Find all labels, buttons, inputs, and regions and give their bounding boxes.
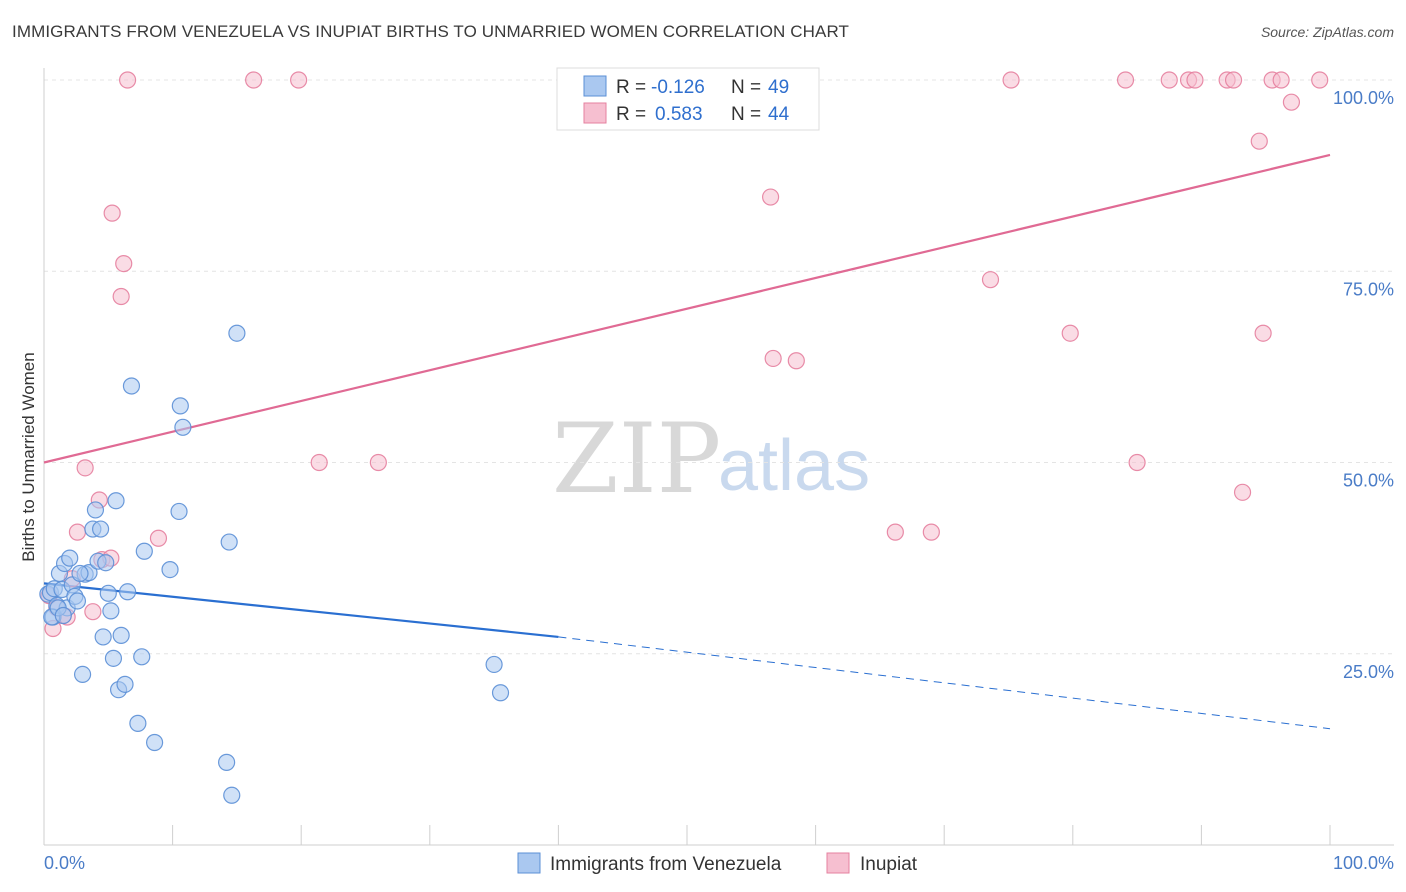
inupiat-point-7	[76, 459, 94, 477]
venezuela-point-47	[71, 564, 89, 583]
venezuela-point-31	[129, 714, 147, 732]
series-legend: Immigrants from Venezuela Inupiat	[517, 852, 918, 875]
venezuela-point-9	[61, 549, 79, 567]
inupiat-point-20	[369, 453, 387, 472]
watermark-zip: ZIP	[552, 403, 721, 515]
venezuela-point-23	[102, 602, 120, 620]
legend-r-label-1: R =	[616, 77, 646, 98]
inupiat-point-15	[118, 71, 137, 89]
venezuela-point-36	[170, 502, 188, 521]
y-tick-label-75: 75.0%	[1343, 279, 1394, 299]
series-legend-swatch-venezuela	[517, 852, 541, 874]
legend-n-value-2: 44	[768, 104, 790, 125]
x-axis-ticks	[43, 825, 1331, 845]
venezuela-point-41	[223, 786, 241, 804]
series-legend-label-inupiat: Inupiat	[860, 854, 918, 875]
venezuela-point-40	[220, 533, 238, 551]
venezuela-point-21	[97, 554, 115, 572]
y-tick-label-50: 50.0%	[1343, 471, 1394, 491]
venezuela-point-32	[133, 648, 151, 666]
venezuela-point-37	[171, 397, 189, 415]
inupiat-point-30	[1116, 71, 1135, 89]
venezuela-point-22	[99, 584, 117, 602]
y-tick-label-100: 100.0%	[1333, 88, 1394, 108]
chart-source: Source: ZipAtlas.com	[1260, 24, 1394, 40]
venezuela-point-20	[94, 628, 112, 646]
y-tick-label-25: 25.0%	[1343, 662, 1394, 682]
inupiat-point-31	[1128, 453, 1146, 472]
legend-swatch-blue	[583, 75, 607, 97]
trend-line-inupiat	[43, 153, 1331, 464]
inupiat-point-34	[1186, 71, 1204, 89]
legend-n-value-1: 49	[768, 77, 789, 98]
venezuela-point-12	[68, 592, 87, 610]
series-inupiat-points	[40, 71, 1329, 638]
inupiat-point-25	[886, 523, 904, 541]
venezuela-point-28	[116, 675, 134, 693]
legend-r-label-2: R =	[616, 104, 646, 125]
venezuela-point-48	[54, 606, 72, 625]
legend-r-value-2: 0.583	[655, 104, 703, 125]
gridlines	[44, 79, 1394, 655]
legend-n-label-1: N =	[731, 77, 761, 98]
venezuela-point-34	[145, 733, 164, 752]
venezuela-point-39	[218, 753, 236, 771]
inupiat-point-18	[290, 71, 308, 89]
venezuela-point-29	[118, 583, 137, 601]
inupiat-point-36	[1224, 71, 1243, 89]
venezuela-point-43	[485, 655, 503, 674]
watermark: ZIP atlas	[552, 403, 870, 515]
y-axis-label: Births to Unmarried Women	[19, 352, 38, 561]
venezuela-point-30	[122, 377, 141, 395]
legend-swatch-pink	[583, 102, 607, 124]
legend-n-label-2: N =	[731, 104, 761, 125]
inupiat-point-13	[115, 255, 133, 273]
inupiat-point-12	[103, 204, 121, 222]
series-venezuela-points	[39, 324, 510, 804]
series-legend-swatch-inupiat	[826, 852, 850, 874]
inupiat-point-10	[84, 603, 102, 621]
inupiat-point-23	[764, 349, 782, 368]
inupiat-point-27	[981, 271, 1000, 289]
inupiat-point-17	[245, 71, 263, 89]
inupiat-point-32	[1160, 71, 1178, 89]
inupiat-point-29	[1061, 324, 1079, 342]
trend-line-venezuela-extrapolated	[558, 636, 1331, 730]
x-tick-label-min: 0.0%	[44, 853, 85, 873]
inupiat-point-28	[1002, 71, 1020, 89]
inupiat-point-16	[149, 529, 168, 547]
inupiat-point-39	[1254, 324, 1272, 342]
stats-legend: R = -0.126 N = 49 R = 0.583 N = 44	[556, 67, 820, 131]
venezuela-point-25	[107, 492, 125, 510]
venezuela-point-38	[174, 418, 192, 436]
venezuela-point-44	[491, 684, 510, 702]
inupiat-point-43	[1311, 71, 1329, 89]
inupiat-point-22	[761, 188, 780, 206]
venezuela-point-13	[73, 665, 92, 684]
venezuela-point-27	[112, 626, 130, 644]
venezuela-point-24	[104, 649, 123, 667]
y-tick-labels: 25.0% 50.0% 75.0% 100.0%	[1333, 88, 1394, 682]
watermark-atlas: atlas	[718, 426, 870, 506]
inupiat-point-38	[1250, 132, 1268, 150]
x-tick-label-max: 100.0%	[1333, 853, 1394, 873]
legend-r-value-1: -0.126	[651, 77, 705, 98]
venezuela-point-42	[228, 324, 246, 342]
venezuela-point-19	[91, 520, 110, 538]
inupiat-point-41	[1272, 71, 1290, 89]
inupiat-point-6	[68, 523, 87, 541]
inupiat-point-24	[787, 352, 805, 370]
venezuela-point-33	[135, 542, 153, 560]
inupiat-point-37	[1233, 483, 1252, 501]
inupiat-point-19	[310, 453, 328, 472]
inupiat-point-26	[922, 523, 940, 541]
venezuela-point-17	[86, 501, 105, 519]
inupiat-point-42	[1282, 93, 1301, 111]
inupiat-point-14	[112, 287, 130, 306]
venezuela-point-35	[161, 560, 179, 579]
chart-title: IMMIGRANTS FROM VENEZUELA VS INUPIAT BIR…	[12, 22, 849, 41]
series-legend-label-venezuela: Immigrants from Venezuela	[550, 854, 782, 875]
